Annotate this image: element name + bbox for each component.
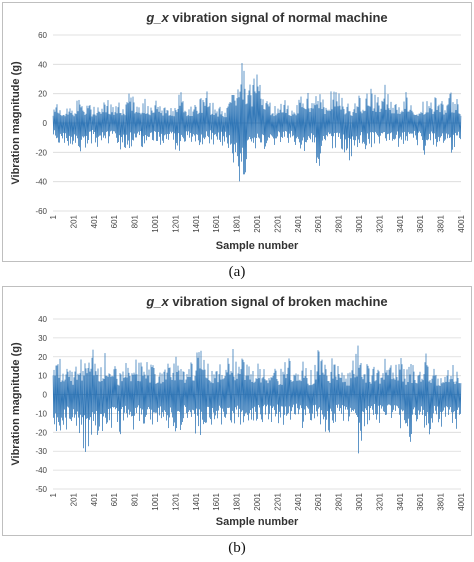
x-tick-label: 2001 — [253, 214, 262, 232]
x-tick-label: 3201 — [375, 214, 384, 232]
x-tick-label: 2801 — [335, 492, 344, 510]
x-tick-label: 1 — [49, 492, 58, 497]
y-tick-label: -20 — [35, 148, 47, 157]
x-tick-label: 2801 — [335, 214, 344, 232]
x-tick-label: 2401 — [294, 214, 303, 232]
x-tick-label: 1601 — [212, 214, 221, 232]
x-tick-label: 601 — [110, 214, 119, 228]
chart-title-variable: g_x — [145, 294, 169, 309]
x-tick-label: 2601 — [314, 492, 323, 510]
x-tick-label: 1601 — [212, 492, 221, 510]
x-tick-label: 801 — [131, 214, 140, 228]
y-tick-label: 10 — [38, 372, 47, 381]
x-tick-label: 201 — [69, 214, 78, 228]
x-tick-label: 3401 — [396, 214, 405, 232]
x-axis-label: Sample number — [216, 240, 299, 252]
x-tick-label: 2401 — [294, 492, 303, 510]
chart-normal-machine: g_x vibration signal of normal machine -6… — [10, 10, 466, 252]
y-tick-label: -40 — [35, 466, 47, 475]
y-tick-label: -60 — [35, 207, 47, 216]
chart-title-variable: g_x — [145, 10, 169, 25]
x-tick-label: 4001 — [457, 492, 466, 510]
x-tick-label: 1201 — [171, 492, 180, 510]
y-tick-label: 40 — [38, 315, 47, 324]
x-tick-label: 2201 — [273, 492, 282, 510]
y-tick-label: 60 — [38, 31, 47, 40]
x-tick-label: 201 — [69, 492, 78, 506]
x-tick-label: 1001 — [151, 214, 160, 232]
x-tick-label: 601 — [110, 492, 119, 506]
y-tick-label: -40 — [35, 178, 47, 187]
x-tick-label: 2201 — [273, 214, 282, 232]
y-tick-label: -50 — [35, 485, 47, 494]
chart-title-text: vibration signal of broken machine — [169, 294, 388, 309]
x-tick-label: 2001 — [253, 492, 262, 510]
y-tick-label: 20 — [38, 90, 47, 99]
chart-panel-broken: g_x vibration signal of broken machine -5… — [2, 286, 472, 536]
x-tick-label: 401 — [90, 492, 99, 506]
x-tick-label: 3001 — [355, 214, 364, 232]
x-tick-label: 2601 — [314, 214, 323, 232]
y-tick-label: 0 — [43, 391, 48, 400]
chart-title-text: vibration signal of normal machine — [169, 10, 388, 25]
x-tick-label: 1401 — [192, 214, 201, 232]
x-tick-label: 3601 — [416, 492, 425, 510]
chart-title: g_x vibration signal of broken machine — [145, 294, 387, 309]
x-tick-label: 401 — [90, 214, 99, 228]
x-tick-label: 3601 — [416, 214, 425, 232]
signal-line — [52, 345, 462, 454]
y-tick-label: 0 — [43, 119, 48, 128]
x-tick-label: 1201 — [171, 214, 180, 232]
chart-panel-normal: g_x vibration signal of normal machine -6… — [2, 2, 472, 262]
y-axis-label: Vibration magnitude (g) — [10, 61, 22, 185]
y-tick-label: 20 — [38, 353, 47, 362]
caption-a: (a) — [228, 264, 246, 280]
y-tick-label: 30 — [38, 334, 47, 343]
chart-title: g_x vibration signal of normal machine — [145, 10, 387, 25]
x-tick-label: 3801 — [437, 492, 446, 510]
y-tick-label: 40 — [38, 60, 47, 69]
x-tick-label: 1 — [49, 214, 58, 219]
x-tick-label: 1401 — [192, 492, 201, 510]
caption-b: (b) — [228, 540, 246, 556]
x-axis-label: Sample number — [216, 516, 299, 528]
y-tick-label: -20 — [35, 428, 47, 437]
y-axis-label: Vibration magnitude (g) — [10, 342, 22, 466]
chart-broken-machine: g_x vibration signal of broken machine -5… — [10, 294, 466, 528]
x-tick-label: 3201 — [375, 492, 384, 510]
x-tick-label: 801 — [131, 492, 140, 506]
y-tick-label: -30 — [35, 447, 47, 456]
x-tick-label: 3001 — [355, 492, 364, 510]
x-tick-label: 3401 — [396, 492, 405, 510]
x-tick-label: 1801 — [233, 492, 242, 510]
x-tick-label: 4001 — [457, 214, 466, 232]
x-tick-label: 1001 — [151, 492, 160, 510]
x-tick-label: 3801 — [437, 214, 446, 232]
signal-line — [52, 63, 462, 182]
y-tick-label: -10 — [35, 409, 47, 418]
x-tick-label: 1801 — [233, 214, 242, 232]
